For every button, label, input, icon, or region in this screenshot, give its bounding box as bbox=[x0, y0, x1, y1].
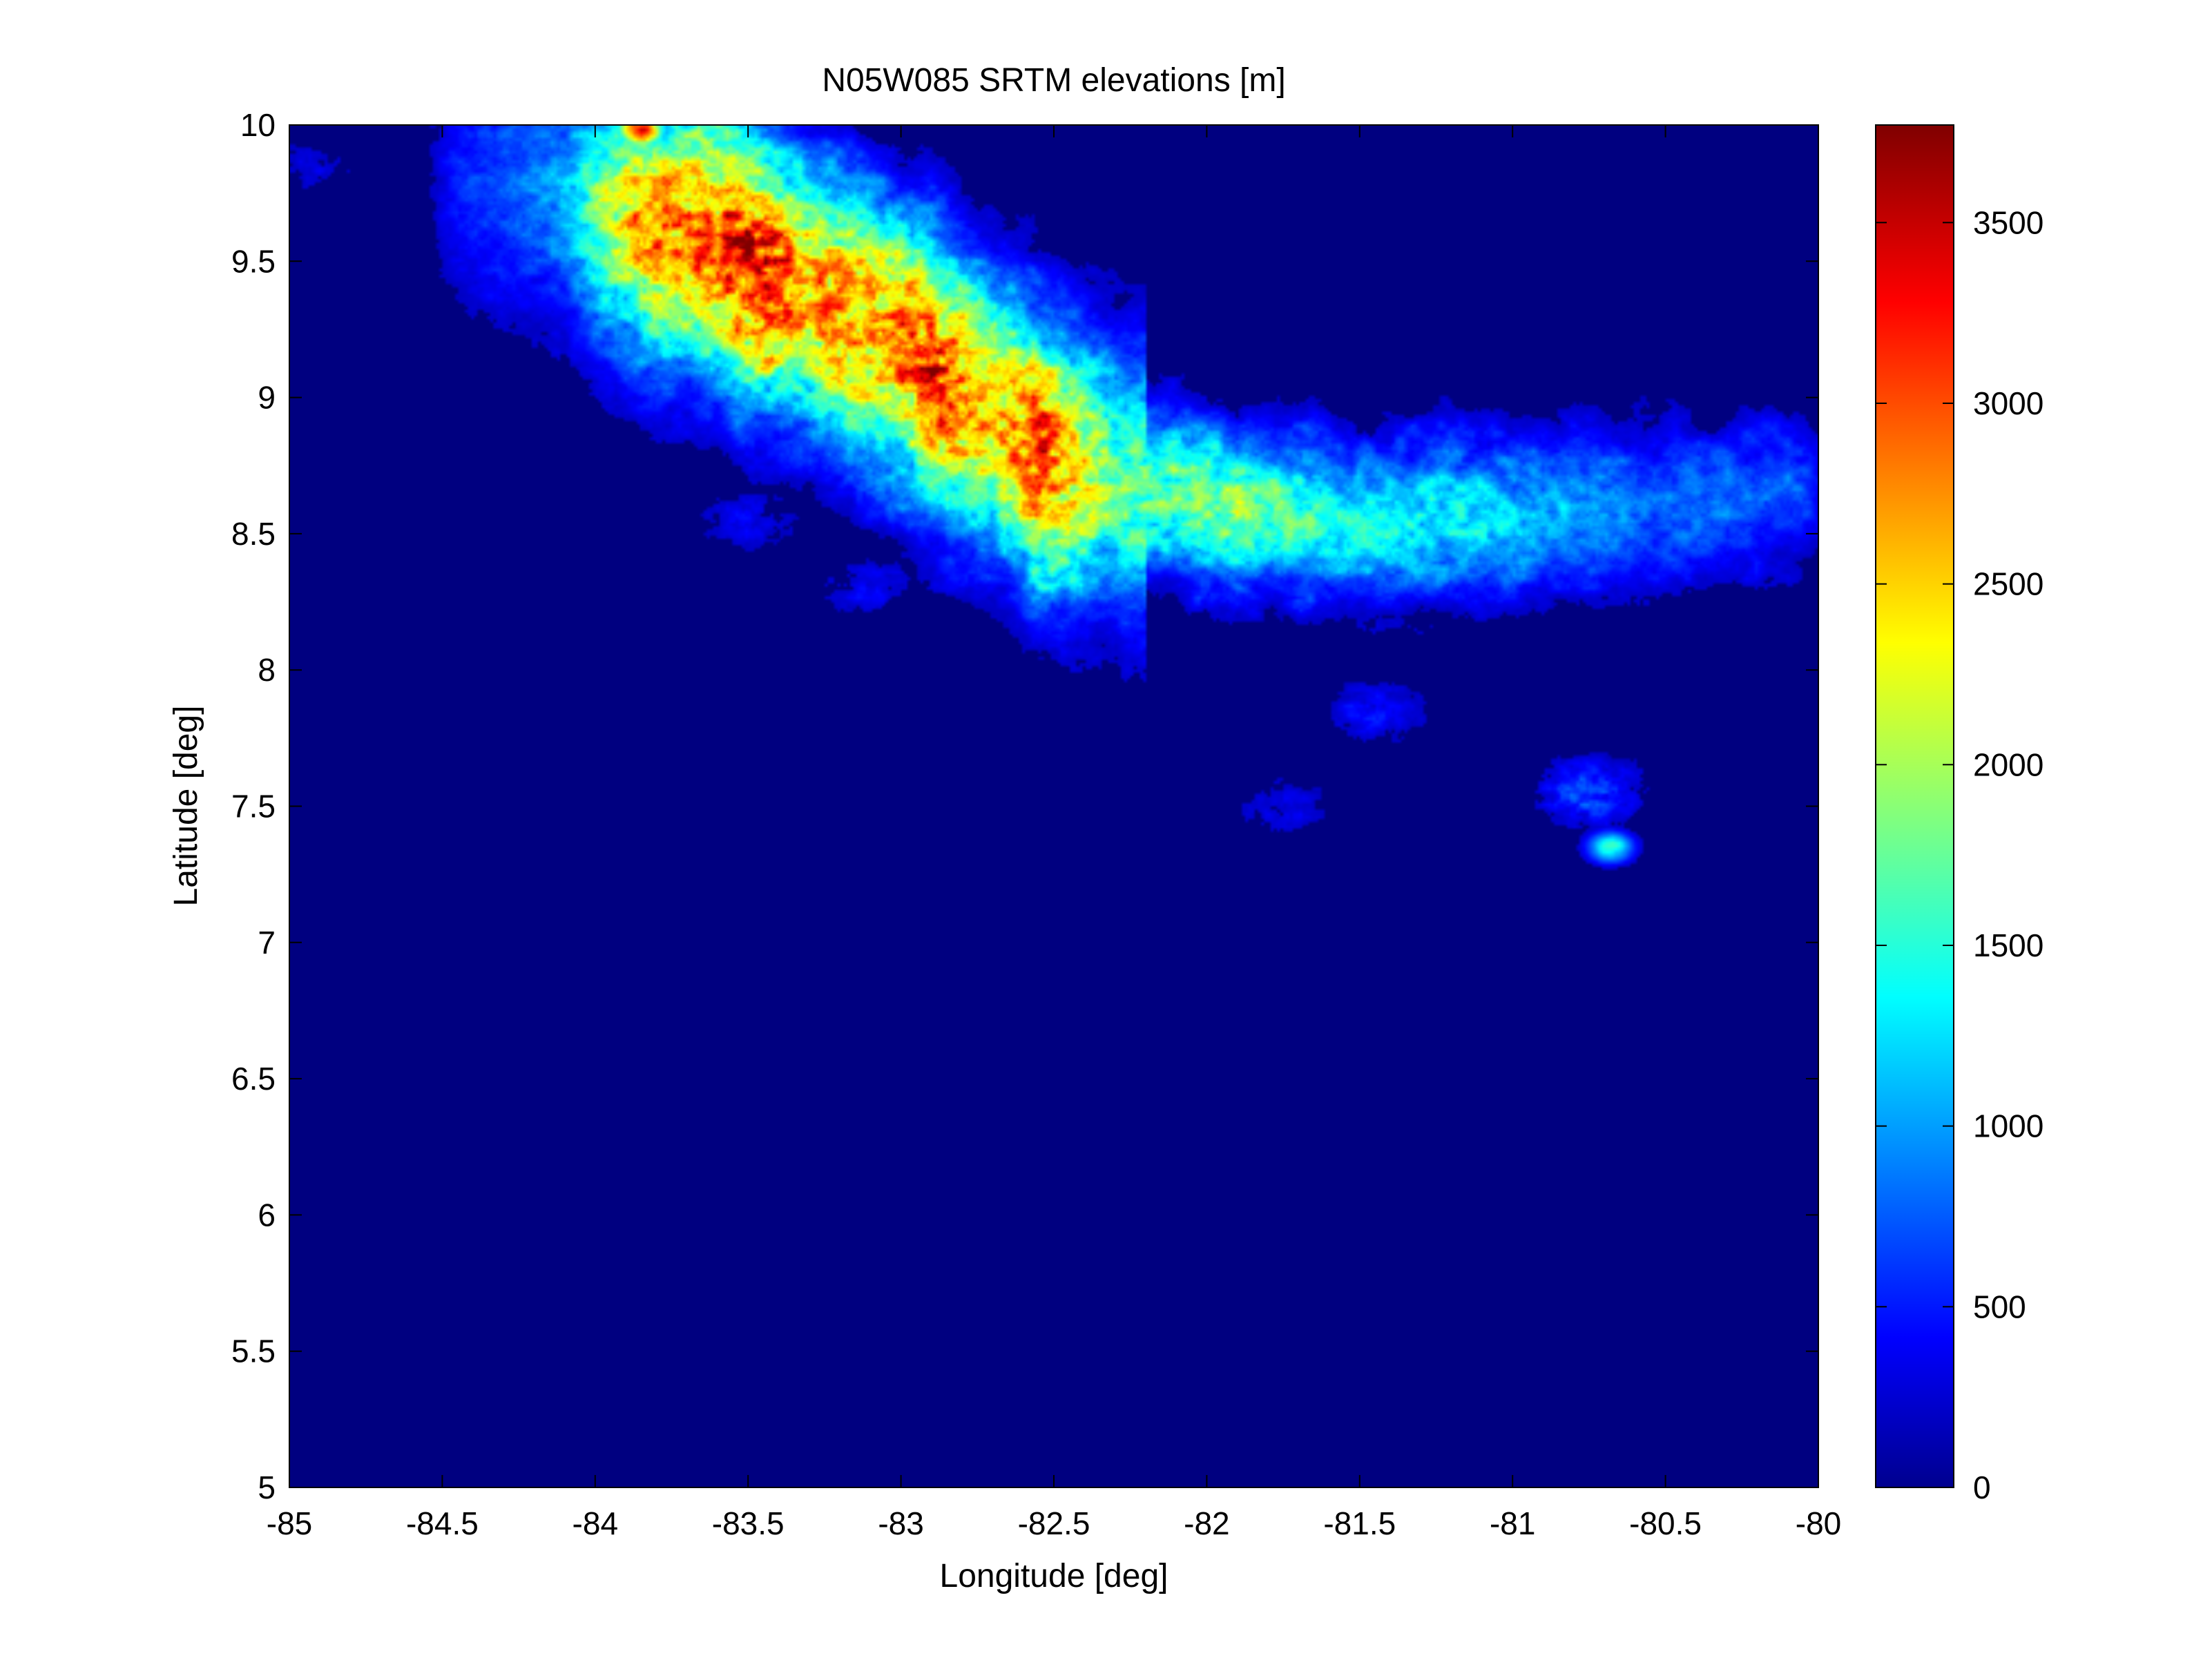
y-tick-label: 10 bbox=[240, 107, 276, 143]
x-tick-label: -82.5 bbox=[1018, 1505, 1090, 1541]
x-axis-ticks: -85 -84.5 -84 -83.5 -83 -82.5 -82 -81.5 -81 -80.5… bbox=[267, 125, 1841, 1541]
x-tick-label: -83 bbox=[878, 1505, 923, 1541]
y-tick-label: 9 bbox=[258, 380, 276, 416]
y-axis-ticks: 5 5.5 6 6.5 7 7.5 8 8.5 9 9.5 10 bbox=[231, 107, 1818, 1505]
y-tick-label: 5.5 bbox=[231, 1333, 276, 1369]
x-tick-label: -81 bbox=[1490, 1505, 1535, 1541]
chart-title: N05W085 SRTM elevations [m] bbox=[822, 62, 1285, 99]
colorbar-frame bbox=[1875, 124, 1954, 1488]
x-tick-label: -81.5 bbox=[1323, 1505, 1396, 1541]
colorbar-tick-label: 1000 bbox=[1973, 1108, 2043, 1144]
colorbar-tick-label: 0 bbox=[1973, 1469, 1991, 1505]
x-tick-label: -83.5 bbox=[712, 1505, 785, 1541]
x-tick-label: -84.5 bbox=[406, 1505, 479, 1541]
y-tick-label: 6.5 bbox=[231, 1061, 276, 1097]
colorbar-tick-label: 3500 bbox=[1973, 204, 2043, 240]
colorbar-gradient bbox=[1876, 125, 1954, 1487]
colorbar-tick-label: 1500 bbox=[1973, 927, 2043, 963]
x-tick-label: -82 bbox=[1184, 1505, 1229, 1541]
y-tick-label: 8 bbox=[258, 652, 276, 688]
y-axis-label: Latitude [deg] bbox=[168, 706, 204, 907]
plot-area: -85 -84.5 -84 -83.5 -83 -82.5 -82 -81.5 -81 -80.5… bbox=[231, 107, 1841, 1541]
y-tick-label: 7 bbox=[258, 925, 276, 961]
y-tick-label: 9.5 bbox=[231, 243, 276, 279]
y-tick-label: 7.5 bbox=[231, 789, 276, 825]
y-tick-label: 6 bbox=[258, 1197, 276, 1233]
colorbar-tick-label: 500 bbox=[1973, 1289, 2026, 1324]
y-tick-label: 5 bbox=[258, 1469, 276, 1505]
x-tick-label: -84 bbox=[573, 1505, 618, 1541]
x-tick-label: -80 bbox=[1796, 1505, 1841, 1541]
colorbar-tick-label: 3000 bbox=[1973, 385, 2043, 421]
elevation-heatmap bbox=[289, 125, 1818, 1487]
colorbar-ticks: 0 500 1000 1500 2000 2500 3000 3500 bbox=[1876, 204, 2043, 1505]
colorbar: 0 500 1000 1500 2000 2500 3000 3500 bbox=[1875, 124, 2043, 1505]
x-tick-label: -80.5 bbox=[1629, 1505, 1702, 1541]
colorbar-tick-label: 2000 bbox=[1973, 746, 2043, 782]
y-tick-label: 8.5 bbox=[231, 516, 276, 552]
colorbar-tick-label: 2500 bbox=[1973, 566, 2043, 602]
x-axis-label: Longitude [deg] bbox=[940, 1558, 1168, 1594]
x-tick-label: -85 bbox=[267, 1505, 312, 1541]
